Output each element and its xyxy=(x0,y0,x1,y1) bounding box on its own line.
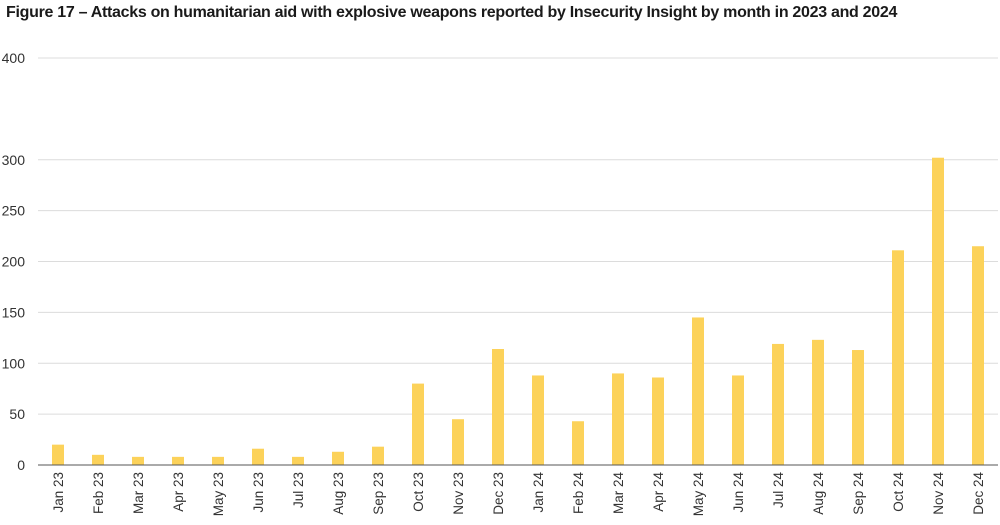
y-tick-label: 150 xyxy=(2,304,26,320)
x-tick-label: Nov 23 xyxy=(451,472,466,515)
bar xyxy=(332,451,344,465)
x-tick-label: Mar 23 xyxy=(131,472,146,514)
x-tick-label: Apr 24 xyxy=(651,472,666,512)
bar xyxy=(772,343,784,465)
y-tick-label: 250 xyxy=(2,203,26,219)
gridlines xyxy=(38,57,998,415)
bar xyxy=(92,454,104,465)
bars xyxy=(52,157,984,465)
bar xyxy=(812,339,824,465)
y-axis-ticks: 0 50 100 150 200 250 300 400 xyxy=(2,50,26,473)
bar xyxy=(612,373,624,465)
bar xyxy=(692,317,704,465)
x-axis-ticks: Jan 23 Feb 23 Mar 23 Apr 23 May 23 Jun 23 Jul … xyxy=(51,472,986,517)
y-tick-label: 0 xyxy=(17,457,25,473)
y-tick-label: 100 xyxy=(2,355,26,371)
x-tick-label: Jan 24 xyxy=(531,472,546,513)
x-tick-label: Mar 24 xyxy=(611,472,626,515)
x-tick-label: May 24 xyxy=(691,472,706,517)
bar xyxy=(532,375,544,465)
x-tick-label: Oct 23 xyxy=(411,472,426,512)
y-tick-label: 300 xyxy=(2,152,26,168)
y-tick-label: 50 xyxy=(9,406,25,422)
bar xyxy=(892,250,904,465)
bar xyxy=(292,456,304,465)
x-tick-label: Jul 24 xyxy=(771,472,786,509)
x-tick-label: Aug 23 xyxy=(331,472,346,515)
x-tick-label: Apr 23 xyxy=(171,472,186,512)
y-tick-label: 400 xyxy=(2,50,26,66)
bar xyxy=(652,377,664,465)
y-tick-label: 200 xyxy=(2,254,26,270)
bar xyxy=(412,383,424,465)
bar xyxy=(172,456,184,465)
bar xyxy=(212,456,224,465)
x-tick-label: May 23 xyxy=(211,472,226,516)
x-tick-label: Dec 23 xyxy=(491,472,506,515)
bar xyxy=(492,349,504,465)
x-tick-label: Feb 24 xyxy=(571,472,586,515)
bar xyxy=(452,419,464,465)
x-tick-label: Jan 23 xyxy=(51,472,66,513)
bar xyxy=(132,456,144,465)
x-tick-label: Jun 23 xyxy=(251,472,266,513)
x-tick-label: Jul 23 xyxy=(291,472,306,508)
x-tick-label: Sep 23 xyxy=(371,472,386,515)
x-tick-label: Dec 24 xyxy=(971,472,986,515)
bar xyxy=(252,448,264,465)
x-tick-label: Sep 24 xyxy=(851,472,866,515)
x-tick-label: Aug 24 xyxy=(811,472,826,515)
x-tick-label: Nov 24 xyxy=(931,472,946,515)
x-tick-label: Jun 24 xyxy=(731,472,746,513)
bar xyxy=(972,246,984,465)
bar xyxy=(852,350,864,465)
bar xyxy=(572,421,584,465)
bar xyxy=(732,375,744,465)
x-tick-label: Oct 24 xyxy=(891,472,906,512)
bar xyxy=(372,446,384,465)
x-tick-label: Feb 23 xyxy=(91,472,106,514)
bar xyxy=(932,157,944,465)
bar xyxy=(52,444,64,465)
chart-title: Figure 17 – Attacks on humanitarian aid … xyxy=(6,4,898,21)
